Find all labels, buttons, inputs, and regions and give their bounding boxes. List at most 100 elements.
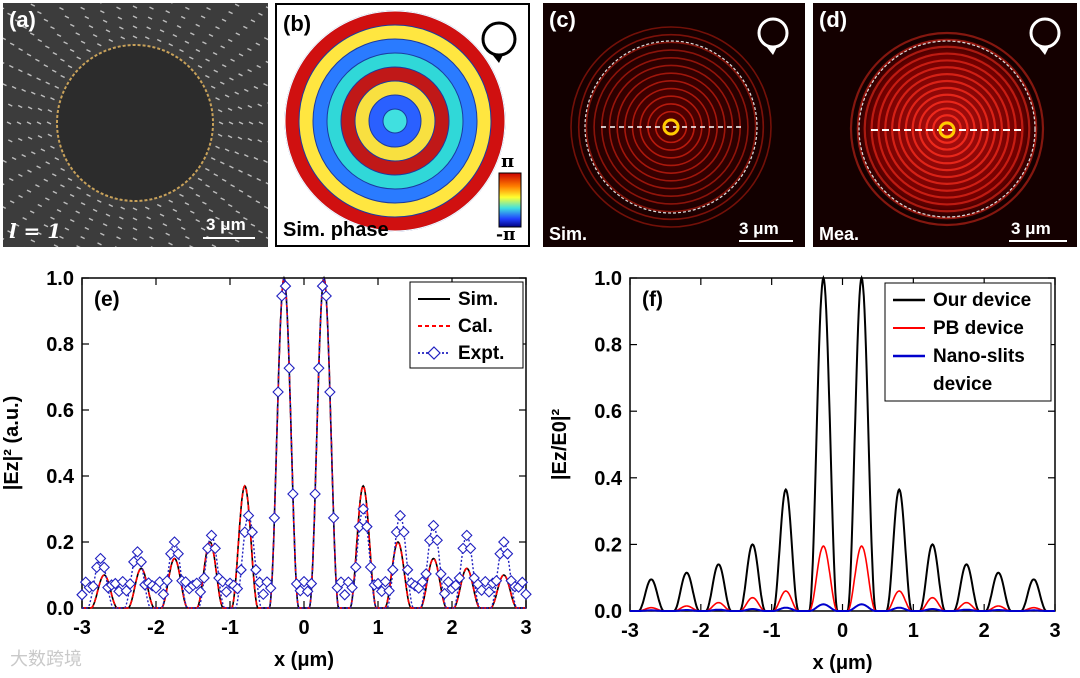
sem-rod (234, 3, 240, 7)
sem-rod (208, 209, 214, 213)
sem-metasurface-figure (3, 3, 268, 247)
panel-label-d: (d) (819, 7, 848, 32)
sem-rod (146, 216, 151, 220)
sem-rod (100, 10, 105, 14)
sem-rod (215, 216, 220, 220)
sem-rod (14, 223, 20, 227)
sem-rod (26, 53, 32, 57)
sem-rod (7, 230, 12, 234)
sem-rod (17, 104, 23, 109)
x-tick-label: 3 (520, 617, 531, 639)
data-point (279, 280, 292, 292)
sem-rod (76, 186, 81, 190)
sem-rod (265, 6, 268, 9)
sem-rod (8, 177, 14, 182)
sem-rod-rings (3, 3, 268, 247)
panel-label-a: (a) (9, 7, 36, 32)
sem-rod (243, 216, 248, 221)
sem-rod (76, 56, 81, 60)
sem-rod (205, 74, 210, 79)
measured-intensity-figure (813, 3, 1077, 247)
sem-rod (224, 148, 230, 152)
sem-rod (50, 97, 55, 101)
sem-rod (50, 26, 55, 30)
data-point (131, 546, 144, 558)
legend-marker (427, 346, 441, 360)
phase-outline (284, 10, 506, 232)
y-tick-label: 1.0 (46, 268, 74, 290)
data-point (287, 488, 299, 500)
legend-label: Nano-slits (933, 346, 1025, 367)
sem-rod (3, 206, 7, 209)
panel-label-b: (b) (283, 11, 312, 36)
intensity-ring (624, 80, 718, 174)
sem-rod (206, 6, 211, 11)
sem-rod (227, 107, 233, 111)
sem-rod (132, 207, 138, 211)
legend-box (884, 282, 1052, 402)
sem-rod (172, 34, 178, 38)
sem-rod (132, 15, 138, 19)
sem-rod (96, 199, 102, 203)
panel-d-measured-intensity: (d) Mea. 3 μm (813, 3, 1077, 247)
y-tick-label: 1.0 (594, 268, 622, 290)
sem-rod (69, 193, 75, 198)
sem-rod (18, 173, 23, 177)
x-tick-label: 0 (298, 617, 309, 639)
sem-rod (165, 10, 170, 14)
sem-rod (35, 184, 40, 188)
colorbar-bottom-label: -π (496, 225, 516, 245)
y-tick-label: 0.8 (46, 334, 74, 356)
sem-rod (37, 11, 42, 15)
data-point (350, 561, 362, 573)
sem-rod (250, 19, 256, 23)
sem-rod (132, 5, 138, 9)
x-tick-label: 1 (372, 617, 383, 639)
sem-rod (52, 51, 58, 56)
sem-rod (149, 236, 154, 240)
data-point (501, 548, 514, 560)
sem-rod (243, 154, 249, 158)
rotation-arrow-icon (757, 17, 789, 55)
sem-rod (69, 218, 75, 223)
panel-c-sim-intensity: (c) Sim. 3 μm (543, 3, 805, 247)
sem-rod (54, 157, 60, 161)
sem-rod (247, 47, 252, 52)
rotation-arrow-icon (481, 21, 517, 63)
sem-rod (7, 12, 12, 16)
data-point (209, 542, 221, 555)
sem-rod (257, 139, 263, 143)
data-point (483, 586, 495, 598)
data-point (87, 580, 99, 592)
sem-rod (248, 121, 254, 125)
intensity-ring (863, 45, 1031, 213)
sem-rod (18, 194, 23, 199)
sem-rod (27, 136, 33, 140)
rotation-arrow-icon (1029, 17, 1061, 55)
sem-rod (105, 29, 111, 33)
sem-rod (211, 244, 217, 247)
sem-rod (237, 106, 243, 110)
sem-rod (185, 235, 190, 240)
sem-rod (220, 45, 225, 49)
sem-rod (56, 33, 62, 37)
sem-rod (228, 231, 233, 235)
intensity-ring (891, 73, 1003, 185)
sem-rod (189, 245, 194, 247)
data-point (435, 568, 447, 580)
sem-rod (3, 237, 5, 240)
sem-rod (189, 56, 194, 60)
sem-rod (47, 133, 53, 137)
data-point (416, 576, 429, 588)
sem-rod (22, 216, 27, 221)
y-axis-label: |Ez|² (a.u.) (1, 396, 23, 491)
sem-rod (69, 23, 75, 28)
sem-rod (45, 197, 50, 201)
sem-rod (195, 48, 201, 53)
scale-bar-label: 3 μm (739, 219, 779, 238)
data-point (157, 588, 170, 600)
watermark: 大数跨境 (10, 649, 82, 670)
sem-rod (205, 184, 210, 188)
aperture-outline (858, 40, 1036, 218)
sem-rod (265, 60, 268, 64)
